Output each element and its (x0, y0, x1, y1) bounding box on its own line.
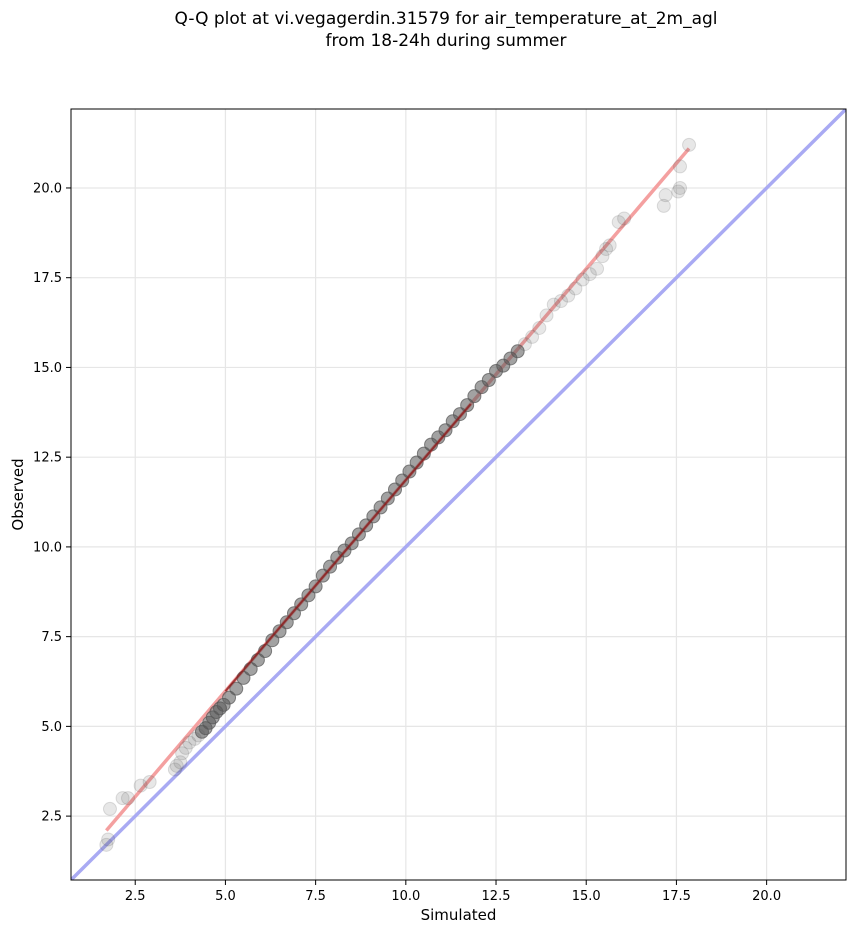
y-tick-label: 10.0 (33, 540, 62, 555)
data-point (510, 344, 525, 359)
y-tick-label: 20.0 (33, 181, 62, 196)
data-point (658, 188, 673, 203)
chart-title-line-2: from 18-24h during summer (325, 31, 567, 51)
data-point (175, 746, 190, 761)
data-point (602, 238, 617, 253)
x-tick-label: 15.0 (572, 889, 601, 904)
data-point (121, 791, 136, 806)
data-point (611, 215, 626, 230)
data-point (173, 755, 188, 770)
y-axis-ticks: 2.5 5.0 7.5 10.0 12.5 15.0 17.5 20.0 (33, 181, 71, 825)
y-tick-label: 15.0 (33, 361, 62, 376)
data-point (115, 791, 130, 806)
y-tick-label: 12.5 (33, 451, 62, 466)
data-point (517, 337, 532, 352)
data-point (182, 735, 197, 750)
data-point (671, 184, 686, 199)
y-axis-label: Observed (9, 458, 27, 530)
x-axis-label: Simulated (421, 906, 497, 924)
data-point (582, 267, 597, 282)
data-point (656, 198, 671, 213)
x-tick-label: 10.0 (391, 889, 420, 904)
data-point (525, 329, 540, 344)
data-point (682, 137, 697, 152)
y-tick-label: 5.0 (41, 720, 62, 735)
y-tick-label: 17.5 (33, 271, 62, 286)
data-point (568, 281, 583, 296)
x-tick-label: 20.0 (752, 889, 781, 904)
plot-frame (70, 108, 847, 881)
data-point (169, 758, 184, 773)
data-point (532, 320, 547, 335)
identity-line-layer (71, 109, 846, 880)
data-point (673, 159, 688, 174)
y-tick-label: 7.5 (41, 630, 62, 645)
data-point (575, 272, 590, 287)
x-axis-ticks: 2.5 5.0 7.5 10.0 12.5 15.0 17.5 20.0 (125, 880, 781, 904)
data-point (102, 801, 117, 816)
data-point (133, 778, 148, 793)
x-tick-label: 5.0 (215, 889, 236, 904)
data-point (546, 297, 561, 312)
data-point (99, 837, 114, 852)
fit-line-dense-segment (224, 403, 472, 692)
data-point (617, 211, 632, 226)
data-point (553, 294, 568, 309)
data-point (539, 308, 554, 323)
x-tick-label: 2.5 (125, 889, 146, 904)
data-point (101, 832, 116, 847)
data-point (599, 241, 614, 256)
dense-fit-layer (224, 403, 472, 692)
data-point (590, 261, 605, 276)
x-tick-label: 12.5 (482, 889, 511, 904)
data-point (142, 775, 157, 790)
chart-title-line-1: Q-Q plot at vi.vegagerdin.31579 for air_… (174, 9, 718, 29)
data-point (673, 180, 688, 195)
data-point (595, 249, 610, 264)
data-point (229, 681, 244, 696)
chart-title: Q-Q plot at vi.vegagerdin.31579 for air_… (0, 8, 856, 52)
x-tick-label: 7.5 (305, 889, 326, 904)
y-tick-label: 2.5 (41, 810, 62, 825)
x-tick-label: 17.5 (662, 889, 691, 904)
data-point (167, 762, 182, 777)
points-layer (99, 137, 697, 852)
data-point (561, 288, 576, 303)
identity-line (71, 109, 846, 880)
data-point (178, 740, 193, 755)
